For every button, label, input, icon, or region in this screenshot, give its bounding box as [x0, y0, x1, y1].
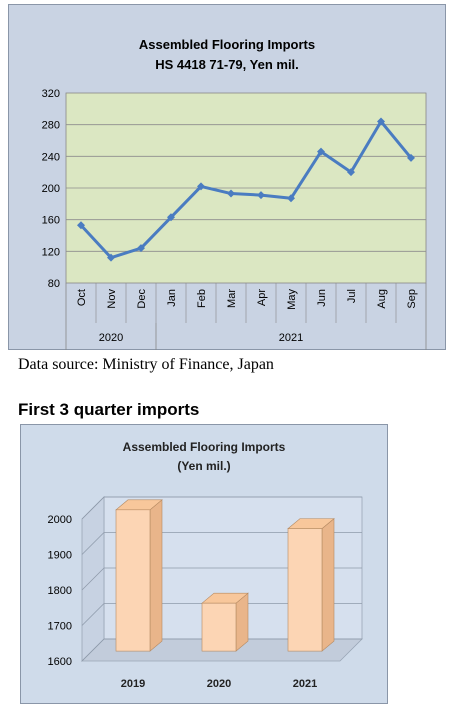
x-tick-label: Jul: [346, 289, 358, 303]
data-point: [287, 194, 295, 203]
y-tick-label: 1800: [48, 585, 72, 597]
x-tick-label: Mar: [226, 289, 238, 308]
x-tick-label: 2020: [207, 678, 231, 690]
gridline: [81, 638, 362, 662]
line-chart-monthly-imports: Assembled Flooring Imports HS 4418 71-79,…: [8, 4, 446, 350]
bar: [201, 602, 237, 652]
data-point: [167, 213, 175, 222]
bar: [115, 509, 151, 652]
bar-side: [149, 499, 163, 652]
x-tick-label: Nov: [106, 289, 118, 309]
chart-subtitle: HS 4418 71-79, Yen mil.: [155, 57, 299, 72]
y-tick-label: 200: [42, 183, 60, 195]
y-tick-label: 1900: [48, 550, 72, 562]
x-tick-label: 2019: [121, 678, 145, 690]
chart-title: Assembled Flooring Imports: [123, 440, 286, 454]
data-point: [77, 221, 85, 230]
section-heading: First 3 quarter imports: [18, 400, 200, 419]
series-line: [79, 120, 413, 260]
y-tick-label: 120: [42, 246, 60, 258]
data-point: [197, 182, 205, 191]
year-group-label: 2020: [99, 332, 123, 344]
chart-subtitle: (Yen mil.): [177, 459, 230, 473]
data-point: [317, 147, 325, 156]
x-tick-label: Feb: [196, 289, 208, 308]
data-point: [377, 117, 385, 126]
x-tick-label: Apr: [256, 289, 268, 306]
y-tick-label: 1700: [48, 621, 72, 633]
data-source-note: Data source: Ministry of Finance, Japan: [18, 356, 274, 373]
y-tick-label: 240: [42, 151, 60, 163]
x-tick-label: Jan: [166, 289, 178, 307]
x-tick-label: May: [286, 289, 298, 310]
x-tick-label: 2021: [293, 678, 317, 690]
x-tick-label: Jun: [316, 289, 328, 307]
gridline: [81, 603, 362, 626]
data-point: [257, 191, 265, 200]
bar-side: [321, 517, 335, 652]
chart-title: Assembled Flooring Imports: [139, 37, 315, 52]
y-tick-label: 2000: [48, 514, 72, 526]
data-point: [107, 253, 115, 262]
bar-chart-quarterly-imports: Assembled Flooring Imports (Yen mil.) 1600…: [20, 424, 388, 704]
gridline: [81, 496, 362, 520]
year-group-label: 2021: [279, 332, 303, 344]
gridline: [81, 532, 362, 555]
gridline: [81, 567, 362, 591]
data-point: [347, 168, 355, 177]
y-tick-label: 80: [48, 278, 60, 290]
bar: [287, 528, 323, 652]
data-point: [407, 153, 415, 162]
data-point: [137, 244, 145, 253]
y-tick-label: 1600: [48, 656, 72, 668]
data-point: [227, 189, 235, 198]
x-tick-label: Aug: [376, 289, 388, 309]
y-tick-label: 160: [42, 215, 60, 227]
x-tick-label: Dec: [136, 289, 148, 309]
x-tick-label: Oct: [76, 289, 88, 306]
y-tick-label: 280: [42, 120, 60, 132]
y-tick-label: 320: [42, 88, 60, 100]
x-tick-label: Sep: [406, 289, 418, 309]
